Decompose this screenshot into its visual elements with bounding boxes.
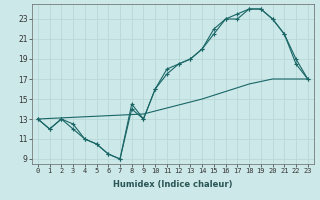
X-axis label: Humidex (Indice chaleur): Humidex (Indice chaleur) <box>113 180 233 189</box>
